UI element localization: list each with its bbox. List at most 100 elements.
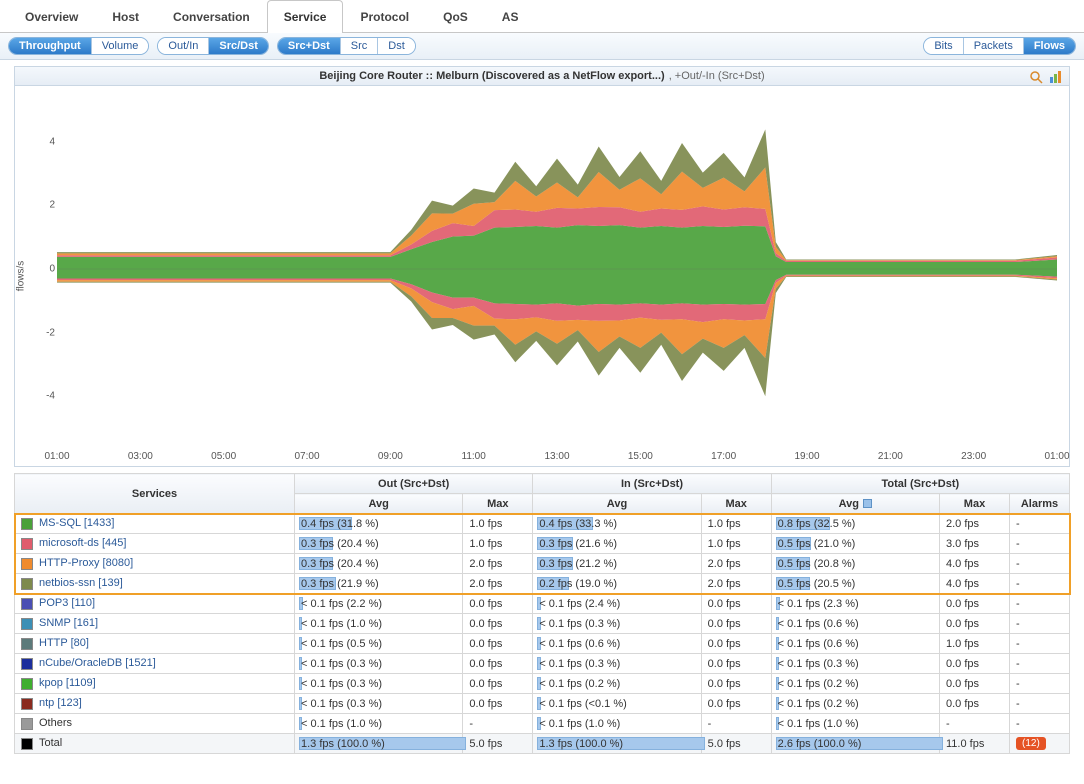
table-row: nCube/OracleDB [1521]< 0.1 fps (0.3 %)0.… [15,654,1070,674]
x-tick: 13:00 [544,451,569,462]
color-swatch-icon [21,538,33,550]
max-cell: 0.0 fps [701,694,771,714]
max-cell: - [701,714,771,734]
color-swatch-icon [21,598,33,610]
pill-src-dst[interactable]: Src/Dst [208,38,268,54]
avg-cell: 1.3 fps (100.0 %) [533,734,701,754]
avg-cell: 0.4 fps (33.3 %) [533,514,701,534]
max-cell: 1.0 fps [701,514,771,534]
avg-cell: < 0.1 fps (1.0 %) [533,714,701,734]
tab-overview[interactable]: Overview [8,0,95,33]
col-out-max[interactable]: Max [463,494,533,514]
max-cell: 0.0 fps [940,594,1010,614]
pillgroup-throughput: ThroughputVolume [8,37,149,55]
area-layer [57,225,1057,269]
service-link[interactable]: netbios-ssn [139] [39,577,123,589]
avg-cell: < 0.1 fps (<0.1 %) [533,694,701,714]
service-cell: POP3 [110] [15,594,295,614]
alarm-cell: - [1010,574,1070,594]
service-link[interactable]: POP3 [110] [39,597,95,609]
pill-src-dst[interactable]: Src+Dst [278,38,340,54]
col-services[interactable]: Services [15,474,295,514]
x-tick: 17:00 [711,451,736,462]
service-cell: SNMP [161] [15,614,295,634]
table-row: HTTP-Proxy [8080]0.3 fps (20.4 %)2.0 fps… [15,554,1070,574]
avg-cell: 1.3 fps (100.0 %) [295,734,463,754]
pill-volume[interactable]: Volume [91,38,149,54]
color-swatch-icon [21,618,33,630]
avg-cell: < 0.1 fps (0.3 %) [295,674,463,694]
service-link[interactable]: ntp [123] [39,697,82,709]
pill-out-in[interactable]: Out/In [158,38,208,54]
avg-cell: 0.3 fps (21.6 %) [533,534,701,554]
service-link[interactable]: microsoft-ds [445] [39,537,126,549]
chart-type-icon[interactable] [1049,70,1063,87]
avg-cell: 0.3 fps (20.4 %) [295,554,463,574]
tab-conversation[interactable]: Conversation [156,0,267,33]
max-cell: 0.0 fps [940,654,1010,674]
group-header-row: Services Out (Src+Dst) In (Src+Dst) Tota… [15,474,1070,494]
filter-toolbar: ThroughputVolume Out/InSrc/Dst Src+DstSr… [0,33,1084,60]
col-out-avg[interactable]: Avg [295,494,463,514]
colgroup-out: Out (Src+Dst) [295,474,533,494]
alarm-badge[interactable]: (12) [1016,737,1046,750]
table-row: MS-SQL [1433]0.4 fps (31.8 %)1.0 fps0.4 … [15,514,1070,534]
avg-cell: < 0.1 fps (0.3 %) [533,654,701,674]
service-link[interactable]: kpop [1109] [39,677,96,689]
alarm-cell[interactable]: (12) [1010,734,1070,754]
chart-subtitle: , +Out/-In (Src+Dst) [669,70,765,82]
max-cell: 2.0 fps [463,574,533,594]
service-link[interactable]: nCube/OracleDB [1521] [39,657,156,669]
service-link[interactable]: HTTP [80] [39,637,89,649]
x-tick: 01:00 [1044,451,1069,462]
col-alarms[interactable]: Alarms [1010,494,1070,514]
service-link[interactable]: MS-SQL [1433] [39,517,114,529]
max-cell: 0.0 fps [940,694,1010,714]
pill-dst[interactable]: Dst [377,38,415,54]
service-cell: microsoft-ds [445] [15,534,295,554]
service-link[interactable]: HTTP-Proxy [8080] [39,557,133,569]
max-cell: 5.0 fps [463,734,533,754]
avg-cell: < 0.1 fps (1.0 %) [295,714,463,734]
max-cell: 0.0 fps [701,594,771,614]
max-cell: 0.0 fps [701,674,771,694]
x-tick: 19:00 [794,451,819,462]
color-swatch-icon [21,718,33,730]
max-cell: 0.0 fps [463,674,533,694]
alarm-cell: - [1010,514,1070,534]
pill-src[interactable]: Src [340,38,378,54]
table-row: netbios-ssn [139]0.3 fps (21.9 %)2.0 fps… [15,574,1070,594]
avg-cell: < 0.1 fps (0.6 %) [533,634,701,654]
pill-bits[interactable]: Bits [924,38,962,54]
avg-cell: < 0.1 fps (0.3 %) [771,654,939,674]
x-tick: 01:00 [44,451,69,462]
max-cell: 1.0 fps [463,534,533,554]
col-total-max[interactable]: Max [940,494,1010,514]
x-tick: 07:00 [294,451,319,462]
max-cell: 0.0 fps [463,594,533,614]
col-total-avg[interactable]: Avg [771,494,939,514]
chart-plot[interactable] [57,94,1057,444]
tab-qos[interactable]: QoS [426,0,485,33]
tab-protocol[interactable]: Protocol [343,0,426,33]
avg-cell: 0.5 fps (20.8 %) [771,554,939,574]
sort-desc-icon [863,499,872,508]
alarm-cell: - [1010,674,1070,694]
col-in-max[interactable]: Max [701,494,771,514]
col-in-avg[interactable]: Avg [533,494,701,514]
x-tick: 05:00 [211,451,236,462]
max-cell: 0.0 fps [940,674,1010,694]
pillgroup-srcdst: Src+DstSrcDst [277,37,416,55]
tab-as[interactable]: AS [485,0,536,33]
tab-service[interactable]: Service [267,0,344,33]
avg-cell: < 0.1 fps (2.2 %) [295,594,463,614]
color-swatch-icon [21,558,33,570]
max-cell: 1.0 fps [701,534,771,554]
pill-packets[interactable]: Packets [963,38,1023,54]
pill-flows[interactable]: Flows [1023,38,1075,54]
service-link[interactable]: SNMP [161] [39,617,98,629]
tab-host[interactable]: Host [95,0,156,33]
zoom-icon[interactable] [1029,70,1043,87]
table-row: HTTP [80]< 0.1 fps (0.5 %)0.0 fps< 0.1 f… [15,634,1070,654]
pill-throughput[interactable]: Throughput [9,38,91,54]
